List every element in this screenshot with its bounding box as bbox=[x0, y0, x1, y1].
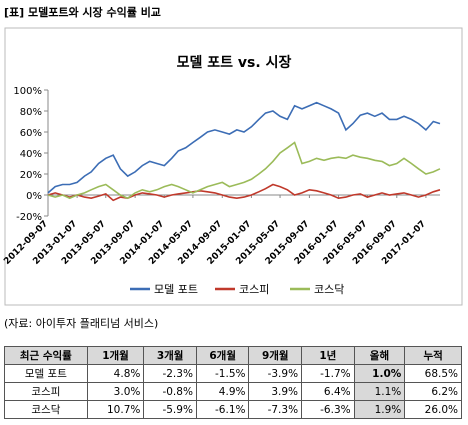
table-cell: 6.4% bbox=[301, 382, 355, 401]
y-tick-label: 20% bbox=[20, 170, 42, 181]
table-cell: -6.1% bbox=[195, 400, 250, 419]
header-cell: 1개월 bbox=[86, 346, 145, 365]
table-cell: 4.8% bbox=[86, 364, 145, 383]
series-line bbox=[47, 101, 441, 194]
y-tick-label: 80% bbox=[20, 107, 42, 118]
table-cell: -1.5% bbox=[195, 364, 250, 383]
header-title: [표] 모델포트와 시장 수익률 비교 bbox=[4, 6, 161, 19]
table-cell: 10.7% bbox=[86, 400, 145, 419]
table-row: 코스피 3.0% -0.8% 4.9% 3.9% 6.4% 1.1% 6.2% bbox=[4, 382, 462, 401]
y-tick-label: 100% bbox=[13, 86, 42, 97]
table-cell: 코스닥 bbox=[4, 400, 88, 419]
table-row: 모델 포트 4.8% -2.3% -1.5% -3.9% -1.7% 1.0% 68.5% bbox=[4, 364, 462, 383]
table-cell: 1.0% bbox=[353, 364, 406, 383]
header-cell: 6개월 bbox=[195, 346, 250, 365]
table-cell: -5.9% bbox=[143, 400, 197, 419]
table: 최근 수익률 1개월 3개월 6개월 9개월 1년 올해 누적 모델 포트 4.8% -2.3% -1… bbox=[4, 346, 462, 419]
series-line bbox=[47, 183, 441, 202]
chart: 모델 포트 vs. 시장 -20%0%20%40%60%80%100%2012-… bbox=[2, 27, 463, 306]
series-line bbox=[47, 141, 441, 200]
table-cell: -3.9% bbox=[248, 364, 303, 383]
table-header-row: 최근 수익률 1개월 3개월 6개월 9개월 1년 올해 누적 bbox=[4, 346, 462, 365]
table-cell: -6.3% bbox=[301, 400, 355, 419]
table-cell: 1.9% bbox=[353, 400, 406, 419]
header-cell: 1년 bbox=[301, 346, 355, 365]
table-cell: 3.9% bbox=[248, 382, 303, 401]
table-cell: 4.9% bbox=[195, 382, 250, 401]
y-tick-label: 0% bbox=[26, 191, 42, 202]
y-tick-label: 60% bbox=[20, 128, 42, 139]
chart-frame bbox=[4, 27, 463, 306]
table-cell: 1.1% bbox=[353, 382, 406, 401]
table-cell: -1.7% bbox=[301, 364, 355, 383]
header-cell: 누적 bbox=[404, 346, 462, 365]
table-cell: 6.2% bbox=[404, 382, 462, 401]
table-cell: 68.5% bbox=[404, 364, 462, 383]
table-cell: -7.3% bbox=[248, 400, 303, 419]
table-cell: 모델 포트 bbox=[4, 364, 88, 383]
table-cell: 3.0% bbox=[86, 382, 145, 401]
legend-label: 코스피 bbox=[239, 283, 269, 296]
legend-label: 모델 포트 bbox=[154, 283, 198, 296]
table-cell: 26.0% bbox=[404, 400, 462, 419]
source: (자료: 아이투자 플래티넘 서비스) bbox=[4, 317, 159, 330]
header-cell: 최근 수익률 bbox=[4, 346, 88, 365]
table-cell: -2.3% bbox=[143, 364, 197, 383]
y-tick-label: -20% bbox=[16, 212, 42, 223]
table-row: 코스닥 10.7% -5.9% -6.1% -7.3% -6.3% 1.9% 26.0% bbox=[4, 400, 462, 419]
chart-title: 모델 포트 vs. 시장 bbox=[177, 54, 292, 71]
legend-label: 코스닥 bbox=[314, 283, 344, 296]
y-tick-label: 40% bbox=[20, 149, 42, 160]
header-cell: 9개월 bbox=[248, 346, 303, 365]
header-cell: 올해 bbox=[353, 346, 406, 365]
table-cell: 코스피 bbox=[4, 382, 88, 401]
table-cell: -0.8% bbox=[143, 382, 197, 401]
header-cell: 3개월 bbox=[143, 346, 197, 365]
